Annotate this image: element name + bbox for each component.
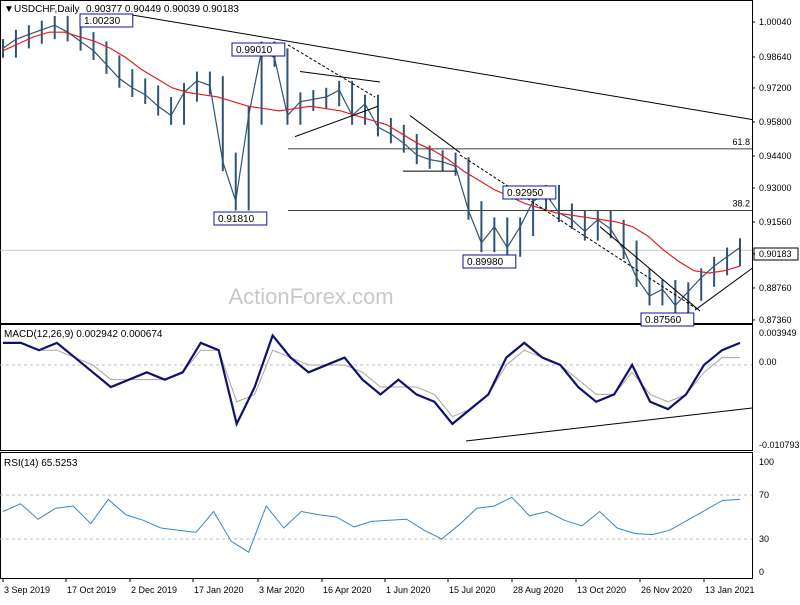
reference-lines: 61.8 38.2 <box>0 137 752 251</box>
rsi-tick-label: 30 <box>759 534 769 544</box>
fib-label: 61.8 <box>732 137 750 147</box>
rsi-tick-label: 100 <box>759 457 774 467</box>
macd-main-line <box>3 333 741 428</box>
pivot-label-text: 0.87560 <box>645 315 682 326</box>
pivot-label-text: 0.99010 <box>236 45 273 56</box>
macd-tick-label: 0.00 <box>759 357 777 367</box>
price-tick-label: 0.98640 <box>759 52 792 62</box>
dashed-channel-bottom <box>459 154 701 312</box>
macd-signal-line <box>3 342 740 418</box>
rsi-title: RSI(14) 65.5253 <box>4 458 78 469</box>
macd-panel-frame <box>0 324 753 451</box>
rsi-panel-frame <box>0 452 753 579</box>
fib-label: 38.2 <box>732 198 750 208</box>
x-tick-label: 26 Nov 2020 <box>641 585 692 595</box>
pivot-label-box <box>640 312 695 327</box>
x-tick-label: 2 Dec 2019 <box>131 585 177 595</box>
watermark: ActionForex.com <box>228 284 393 309</box>
pivot-label-text: 0.91810 <box>218 214 255 225</box>
x-axis-ticks: 3 Sep 2019 17 Oct 2019 2 Dec 2019 17 Jan 20… <box>2 578 755 595</box>
symbol-label: USDCHF,Daily <box>14 4 80 15</box>
price-tick-label: 0.90183 <box>759 249 792 259</box>
price-panel-frame <box>0 0 753 324</box>
price-close-line <box>2 24 741 307</box>
x-tick-label: 15 Jul 2020 <box>449 585 496 595</box>
long-term-trendline <box>129 14 753 120</box>
macd-tick-label: 0.003949 <box>759 328 797 338</box>
price-tick-label: 0.97200 <box>759 83 792 93</box>
triangle-lower-line <box>294 105 379 138</box>
pivot-label-box <box>502 185 557 200</box>
pivot-label-box <box>213 211 268 226</box>
rsi-tick-label: 0 <box>759 567 764 577</box>
x-tick-label: 3 Mar 2020 <box>259 585 305 595</box>
dashed-channel-top <box>287 44 376 98</box>
ma-line <box>2 31 741 274</box>
wedge-line <box>409 115 461 153</box>
x-tick-label: 17 Jan 2020 <box>194 585 244 595</box>
trendlines <box>129 14 753 312</box>
price-tick-label: 0.91560 <box>759 217 792 227</box>
rsi-line <box>2 496 741 553</box>
macd-title: MACD(12,26,9) 0.002942 0.000674 <box>4 329 163 340</box>
macd-tick-label: -0.010793 <box>759 440 800 450</box>
price-tick-label: 0.95800 <box>759 117 792 127</box>
price-bars <box>2 15 741 315</box>
moving-average <box>2 31 741 274</box>
rsi-tick-label: 70 <box>759 490 769 500</box>
pivot-labels: 1.00230 0.99010 0.91810 0.89980 0.92950 0.875… <box>79 13 695 327</box>
rsi-lines: 100 70 30 0 <box>0 457 774 577</box>
rising-support-line <box>694 267 753 311</box>
pivot-label-text: 0.89980 <box>467 257 504 268</box>
price-axis: 1.00040 0.98640 0.97200 0.95800 0.94400 0.930… <box>752 17 799 325</box>
pivot-label-box <box>231 42 286 57</box>
x-tick-label: 17 Oct 2019 <box>67 585 116 595</box>
price-tick-label: 0.87360 <box>759 315 792 325</box>
price-tick-label: 1.00040 <box>759 17 792 27</box>
macd-trendline <box>465 407 753 442</box>
pivot-label-box <box>79 13 134 28</box>
x-tick-label: 16 Apr 2020 <box>323 585 372 595</box>
pivot-label-box <box>462 254 517 269</box>
x-tick-label: 13 Oct 2020 <box>577 585 626 595</box>
triangle-upper-line <box>299 71 381 83</box>
pivot-label-text: 1.00230 <box>84 16 121 27</box>
menu-arrow-icon[interactable]: ▼ <box>4 4 14 15</box>
price-tick-label: 0.93000 <box>759 183 792 193</box>
ohlc-label: 0.90377 0.90449 0.90039 0.90183 <box>86 4 239 15</box>
x-tick-label: 28 Aug 2020 <box>513 585 564 595</box>
price-tick-label: 0.94400 <box>759 151 792 161</box>
decline-line <box>599 226 701 312</box>
pivot-label-text: 0.92950 <box>507 188 544 199</box>
price-tick-label: 0.88760 <box>759 283 792 293</box>
x-tick-label: 13 Jan 2021 <box>705 585 755 595</box>
x-tick-label: 1 Jun 2020 <box>386 585 431 595</box>
x-tick-label: 3 Sep 2019 <box>4 585 50 595</box>
macd-lines: 0.003949 0.00 -0.010793 <box>0 328 800 450</box>
